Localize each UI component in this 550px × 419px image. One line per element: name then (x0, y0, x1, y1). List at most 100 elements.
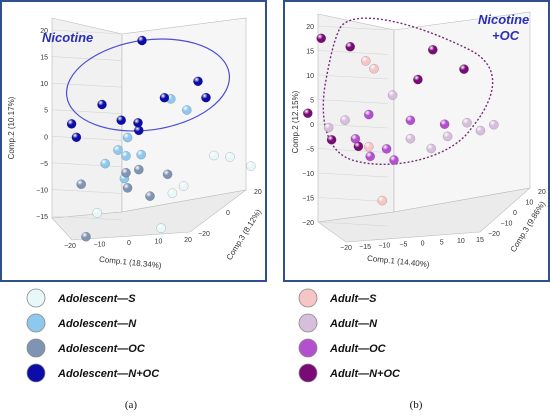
y-tick-label: −10 (302, 171, 314, 178)
data-point-adult-n (340, 115, 350, 125)
legend-label: Adult—N+OC (329, 368, 401, 380)
x-tick-label: 10 (155, 239, 163, 246)
legend-b: Adult—S Adult—N Adult—OC Adult—N+OC (298, 288, 401, 383)
y-tick-label: 20 (306, 24, 314, 31)
legend-label: Adolescent—S (57, 293, 136, 305)
y-tick-label: 5 (44, 108, 48, 115)
data-point-adolescent-s (92, 208, 103, 218)
data-point-adolescent-oc (162, 169, 173, 180)
data-point-adult-n-oc (413, 74, 423, 85)
data-point-adult-n-oc (302, 108, 313, 119)
data-point-adolescent-oc (145, 191, 155, 201)
y-tick-label: 20 (40, 28, 48, 35)
legend-label: Adult—N (329, 318, 378, 330)
data-point-adolescent-s (156, 223, 167, 234)
data-point-adolescent-s (167, 188, 178, 199)
panel-b-y-ticks: −20 −15 −10 −5 0 5 10 15 20 (302, 24, 314, 227)
y-tick-label: −5 (40, 161, 48, 168)
data-point-adult-n (405, 133, 416, 144)
panel-a-points (66, 35, 256, 242)
grid-line (317, 99, 389, 104)
legend-swatch-adolescent-n-oc (26, 363, 46, 383)
panel-b-x-ticks: −20 −15 −10 −5 0 5 10 15 (340, 237, 484, 252)
data-point-adolescent-oc (122, 183, 133, 193)
data-point-adolescent-s (225, 152, 235, 162)
data-point-adolescent-s (209, 150, 219, 161)
data-point-adult-oc (381, 144, 392, 154)
data-point-adult-n (387, 90, 398, 100)
panel-b-points (302, 33, 499, 206)
panel-a-grid (51, 29, 123, 221)
data-point-adolescent-n-oc (71, 132, 82, 143)
y-tick-label: −20 (302, 220, 314, 227)
z-tick-label: 20 (538, 189, 546, 196)
data-point-adult-n (442, 131, 453, 142)
y-tick-label: −15 (36, 214, 48, 221)
y-tick-label: 5 (310, 98, 314, 105)
panel-b-z-ticks: −20−100 10 20 (488, 189, 546, 238)
y-tick-label: 10 (40, 81, 48, 88)
data-point-adolescent-n (122, 132, 133, 143)
data-point-adolescent-oc (121, 167, 131, 178)
data-point-adolescent-s (178, 181, 189, 191)
data-point-adolescent-oc (76, 179, 87, 190)
data-point-adult-s (369, 63, 379, 74)
data-point-adult-s (360, 56, 371, 66)
y-tick-label: 10 (306, 73, 314, 80)
ylabel-b: Comp.2 (12.15%) (291, 90, 300, 153)
legend-swatch-adolescent-s (26, 288, 46, 308)
data-point-adult-oc (439, 119, 450, 130)
legend-label: Adolescent—N+OC (57, 368, 160, 380)
y-tick-label: 0 (310, 122, 314, 129)
legend-label: Adult—S (329, 293, 377, 305)
grid-line (51, 56, 123, 61)
data-point-adolescent-oc (133, 164, 144, 175)
data-point-adolescent-n (113, 145, 123, 155)
data-point-adult-n (488, 119, 499, 130)
grid-line (317, 74, 389, 80)
data-point-adolescent-oc (81, 231, 91, 242)
data-point-adult-n (462, 117, 472, 128)
x-tick-label: 10 (457, 238, 465, 245)
data-point-adult-n-oc (459, 64, 469, 74)
panel-a-y-ticks: −15 −10 −5 0 5 10 15 20 (36, 28, 48, 221)
x-tick-label: 15 (476, 237, 484, 244)
x-tick-label: 0 (421, 240, 425, 247)
grid-line (51, 109, 123, 115)
z-tick-label: −10 (501, 221, 513, 228)
data-point-adolescent-n (121, 151, 131, 161)
data-point-adult-n-oc (353, 141, 364, 152)
panel-a-x-ticks: −20 −10 0 10 20 (64, 237, 192, 250)
z-tick-label: −20 (198, 231, 210, 238)
legend-swatch-adult-s (298, 288, 318, 308)
grid-line (317, 221, 389, 227)
legend-label: Adolescent—N (57, 318, 137, 330)
data-point-adolescent-n-oc (133, 117, 143, 128)
annotation-b-line1: Nicotine (478, 12, 529, 27)
annotation-a: Nicotine (42, 30, 93, 45)
data-point-adolescent-n-oc (193, 76, 203, 87)
y-tick-label: −5 (306, 147, 314, 154)
data-point-adult-s (377, 195, 388, 206)
x-tick-label: 5 (440, 239, 444, 246)
data-point-adolescent-n (136, 149, 147, 160)
legend-a: Adolescent—S Adolescent—N Adolescent—OC Ado… (26, 288, 160, 383)
z-tick-label: 0 (513, 210, 517, 217)
x-tick-label: −10 (378, 243, 390, 250)
y-tick-label: −15 (302, 196, 314, 203)
grid-line (51, 215, 123, 221)
data-point-adult-oc (363, 109, 374, 120)
legend-label: Adolescent—OC (57, 343, 146, 355)
panel-a-floor (51, 189, 247, 241)
data-point-adult-n-oc (345, 41, 356, 52)
z-tick-label: 20 (254, 189, 262, 196)
legend-swatch-adult-oc (298, 338, 318, 358)
grid-line (317, 148, 389, 153)
z-tick-label: −20 (488, 231, 500, 238)
data-point-adult-n (475, 125, 486, 136)
x-tick-label: −5 (399, 242, 407, 249)
caption-b: (b) (410, 399, 423, 411)
x-tick-label: 20 (184, 237, 192, 244)
grid-line (317, 197, 389, 202)
